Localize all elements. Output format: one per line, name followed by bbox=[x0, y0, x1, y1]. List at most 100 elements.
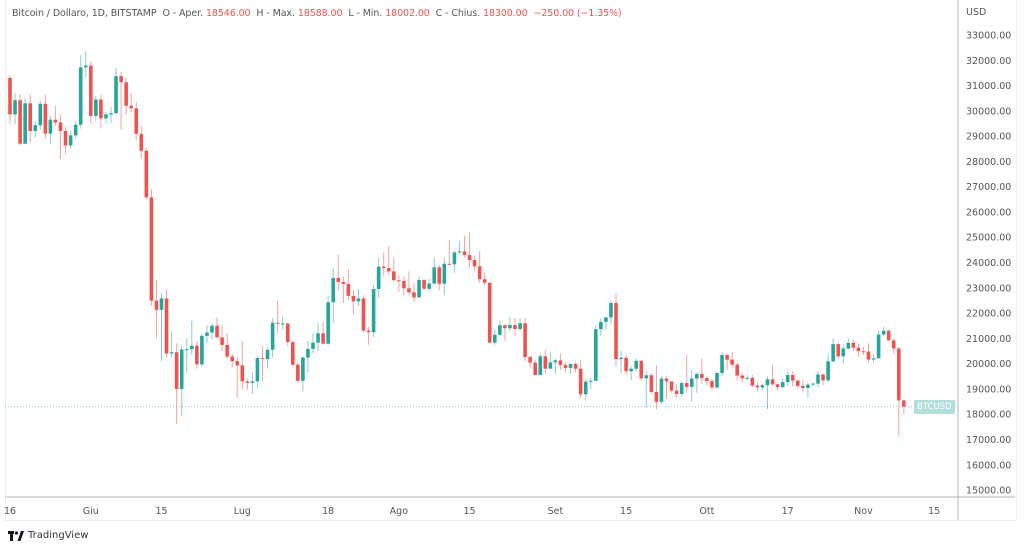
candle-body bbox=[336, 277, 341, 282]
candle-body bbox=[750, 377, 755, 386]
candle-body bbox=[669, 381, 674, 391]
candle-body bbox=[129, 105, 133, 109]
candle-body bbox=[139, 133, 144, 151]
candle-body bbox=[104, 114, 108, 119]
candle-body bbox=[886, 330, 891, 341]
candle-body bbox=[563, 364, 568, 368]
candle-body bbox=[346, 284, 351, 296]
tradingview-icon bbox=[8, 530, 24, 541]
candle-body bbox=[73, 124, 78, 136]
candle-body bbox=[700, 374, 704, 379]
candle-body bbox=[467, 254, 472, 260]
candle-body bbox=[179, 349, 184, 389]
candle-body bbox=[811, 383, 815, 385]
candle-body bbox=[351, 295, 356, 302]
candle-body bbox=[538, 356, 543, 376]
candle-body bbox=[78, 67, 83, 125]
candle-body bbox=[321, 333, 325, 344]
candle-body bbox=[695, 374, 699, 379]
y-tick-label: 20000.00 bbox=[966, 359, 1011, 370]
candle-body bbox=[422, 279, 426, 289]
candle-body bbox=[402, 280, 406, 289]
candle-body bbox=[624, 357, 628, 372]
candle-body bbox=[513, 324, 517, 330]
y-tick-label: 30000.00 bbox=[966, 106, 1011, 117]
candle-body bbox=[316, 333, 320, 343]
close-label: C - Chius. bbox=[435, 8, 481, 19]
y-tick-label: 31000.00 bbox=[966, 81, 1011, 92]
candle-body bbox=[174, 352, 179, 389]
y-tick-label: 15000.00 bbox=[966, 486, 1011, 497]
low-label: L - Min. bbox=[348, 8, 383, 19]
candle-body bbox=[427, 283, 431, 289]
candle-body bbox=[871, 358, 876, 360]
open-value: 18546.00 bbox=[205, 8, 251, 19]
candle-body bbox=[684, 383, 689, 387]
candle-body bbox=[220, 337, 224, 345]
candle-body bbox=[785, 375, 790, 383]
x-tick-label: Ago bbox=[390, 506, 409, 517]
candle-body bbox=[710, 381, 714, 388]
candle-body bbox=[755, 385, 760, 388]
candle-body bbox=[533, 362, 537, 376]
candle-body bbox=[851, 342, 856, 348]
candle-body bbox=[689, 378, 694, 387]
candle-body bbox=[664, 378, 669, 382]
ohlc-legend: Bitcoin / Dollaro, 1D, BITSTAMP O - Aper… bbox=[12, 8, 625, 19]
candle-body bbox=[568, 363, 573, 368]
candle-body bbox=[790, 375, 795, 381]
candle-body bbox=[326, 302, 330, 344]
candle-body bbox=[296, 364, 300, 381]
candle-body bbox=[331, 277, 335, 303]
y-tick-label: 18000.00 bbox=[966, 410, 1011, 421]
candle-body bbox=[94, 99, 98, 116]
candle-body bbox=[477, 266, 482, 280]
y-tick-label: 19000.00 bbox=[966, 384, 1011, 395]
candle-body bbox=[417, 279, 421, 298]
last-price-tag: BTCUSD bbox=[914, 399, 955, 414]
candle-body bbox=[301, 357, 305, 381]
candle-body bbox=[149, 197, 154, 301]
candle-body bbox=[235, 361, 240, 366]
candle-body bbox=[376, 266, 381, 290]
change-value: −250.00 (−1.35%) bbox=[533, 8, 622, 19]
high-label: H - Max. bbox=[256, 8, 295, 19]
candle-body bbox=[240, 365, 245, 382]
candle-body bbox=[553, 360, 558, 363]
candle-body bbox=[594, 329, 598, 381]
candle-body bbox=[720, 355, 724, 373]
candle-body bbox=[806, 384, 810, 388]
candle-body bbox=[780, 382, 785, 388]
candle-body bbox=[33, 125, 38, 132]
candle-body bbox=[629, 368, 633, 372]
candle-body bbox=[291, 342, 295, 365]
candle-body bbox=[821, 374, 825, 381]
candle-body bbox=[609, 302, 613, 318]
tradingview-logo[interactable]: TradingView bbox=[8, 530, 88, 541]
candle-body bbox=[109, 113, 113, 115]
candle-body bbox=[619, 357, 623, 360]
candle-body bbox=[765, 379, 770, 386]
candle-body bbox=[770, 379, 775, 385]
low-value: 18002.00 bbox=[385, 8, 430, 19]
candle-body bbox=[99, 99, 103, 119]
candle-body bbox=[210, 325, 214, 333]
candle-body bbox=[28, 103, 32, 132]
candle-body bbox=[503, 325, 507, 329]
candlestick-chart[interactable]: 15000.00 16000.00 17000.00 18000.00 19000.00… bbox=[0, 0, 1016, 521]
candle-body bbox=[679, 383, 684, 394]
candle-body bbox=[891, 340, 896, 349]
x-tick-label: Set bbox=[548, 506, 564, 517]
x-tick-label: 15 bbox=[928, 506, 940, 517]
currency-label: USD bbox=[966, 7, 987, 18]
candle-body bbox=[740, 375, 745, 379]
candle-body bbox=[897, 348, 901, 401]
candle-body bbox=[200, 335, 204, 365]
chart-frame bbox=[5, 0, 1017, 521]
candle-body bbox=[8, 77, 12, 115]
y-tick-label: 33000.00 bbox=[966, 31, 1011, 42]
candle-body bbox=[89, 65, 93, 116]
x-tick-label: 17 bbox=[782, 506, 794, 517]
candle-body bbox=[881, 330, 886, 335]
candle-body bbox=[275, 322, 280, 324]
